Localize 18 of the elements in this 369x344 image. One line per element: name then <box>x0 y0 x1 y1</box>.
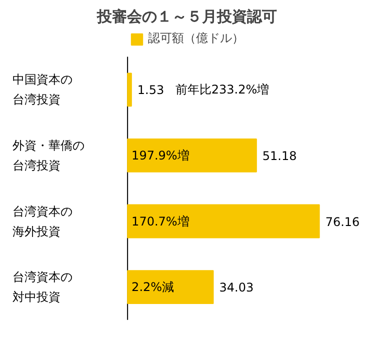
y-tick-label: 台湾資本の対中投資 <box>12 270 72 304</box>
bar <box>127 138 257 172</box>
annotation: 前年比233.2%増 <box>175 82 270 97</box>
y-tick-label: 中国資本の台湾投資 <box>12 72 72 107</box>
data-label: 1.53 <box>137 83 164 98</box>
annotation: 170.7%増 <box>132 214 190 228</box>
data-label: 51.18 <box>262 148 297 163</box>
data-label: 76.16 <box>325 214 360 229</box>
data-label: 34.03 <box>219 280 254 295</box>
y-tick-label: 外資・華僑の台湾投資 <box>12 138 84 172</box>
annotation: 197.9%増 <box>132 148 190 162</box>
bar <box>127 72 132 107</box>
bar <box>127 270 214 304</box>
y-tick-label: 台湾資本の海外投資 <box>12 204 72 238</box>
chart-title: 投審会の１～５月投資認可 <box>96 8 277 26</box>
annotation: 2.2%減 <box>132 280 174 294</box>
legend-label: 認可額（億ドル） <box>148 30 244 47</box>
bar <box>127 204 320 238</box>
